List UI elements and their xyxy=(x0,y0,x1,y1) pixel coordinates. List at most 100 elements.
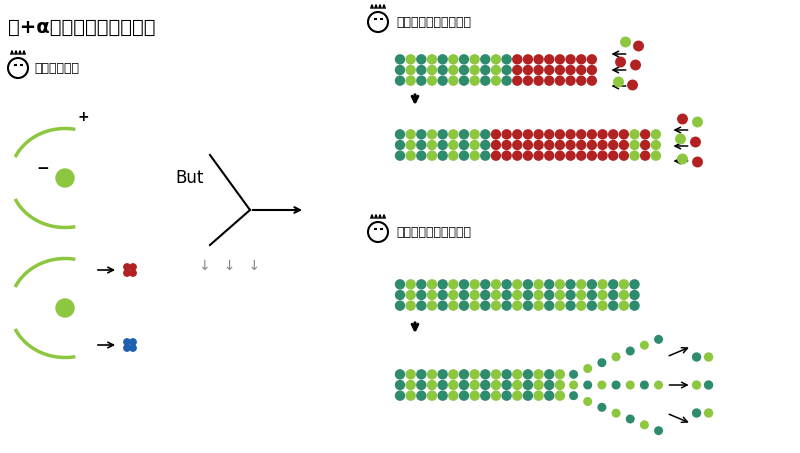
Circle shape xyxy=(544,54,554,64)
Circle shape xyxy=(512,150,522,161)
Circle shape xyxy=(426,129,437,140)
Circle shape xyxy=(490,369,501,380)
Circle shape xyxy=(598,403,606,412)
Circle shape xyxy=(448,150,458,161)
Circle shape xyxy=(608,140,618,150)
Circle shape xyxy=(693,381,701,389)
Circle shape xyxy=(630,140,640,150)
Circle shape xyxy=(426,54,437,64)
Circle shape xyxy=(416,380,426,390)
Circle shape xyxy=(458,390,469,401)
Circle shape xyxy=(640,381,649,390)
Circle shape xyxy=(438,300,448,311)
Circle shape xyxy=(394,380,405,390)
Circle shape xyxy=(502,150,512,161)
Circle shape xyxy=(416,54,426,64)
Circle shape xyxy=(438,279,448,289)
Circle shape xyxy=(406,369,416,380)
Circle shape xyxy=(522,76,533,86)
Circle shape xyxy=(490,380,501,390)
Circle shape xyxy=(130,270,136,276)
Circle shape xyxy=(576,290,586,300)
Circle shape xyxy=(534,65,544,75)
Circle shape xyxy=(576,65,586,75)
Circle shape xyxy=(394,129,405,140)
Circle shape xyxy=(480,76,490,86)
Circle shape xyxy=(522,380,533,390)
Circle shape xyxy=(654,381,663,390)
Text: 《短縮していくとき》: 《短縮していくとき》 xyxy=(396,226,471,239)
Circle shape xyxy=(630,279,640,289)
Circle shape xyxy=(448,390,458,401)
Circle shape xyxy=(630,129,640,140)
Circle shape xyxy=(458,76,469,86)
Circle shape xyxy=(490,279,501,289)
Circle shape xyxy=(566,279,576,289)
Circle shape xyxy=(630,290,640,300)
Circle shape xyxy=(448,65,458,75)
Circle shape xyxy=(705,353,713,361)
Circle shape xyxy=(640,150,650,161)
Circle shape xyxy=(426,279,437,289)
Circle shape xyxy=(438,150,448,161)
Circle shape xyxy=(56,169,74,187)
Circle shape xyxy=(426,140,437,150)
Circle shape xyxy=(416,129,426,140)
Circle shape xyxy=(534,300,544,311)
Circle shape xyxy=(598,140,608,150)
Circle shape xyxy=(394,300,405,311)
Circle shape xyxy=(406,290,416,300)
Circle shape xyxy=(598,358,606,367)
Circle shape xyxy=(608,129,618,140)
Circle shape xyxy=(544,369,554,380)
Circle shape xyxy=(544,390,554,401)
Circle shape xyxy=(598,381,606,390)
Text: +: + xyxy=(78,110,90,124)
Circle shape xyxy=(458,65,469,75)
Circle shape xyxy=(490,65,501,75)
Circle shape xyxy=(598,129,608,140)
Circle shape xyxy=(554,129,565,140)
Circle shape xyxy=(416,76,426,86)
Circle shape xyxy=(608,150,618,161)
Circle shape xyxy=(586,129,597,140)
Circle shape xyxy=(512,65,522,75)
Circle shape xyxy=(394,140,405,150)
Circle shape xyxy=(480,65,490,75)
Circle shape xyxy=(406,150,416,161)
Circle shape xyxy=(426,369,437,380)
Circle shape xyxy=(490,140,501,150)
Circle shape xyxy=(512,140,522,150)
Circle shape xyxy=(705,409,713,417)
Circle shape xyxy=(613,77,624,87)
Circle shape xyxy=(512,380,522,390)
Circle shape xyxy=(458,54,469,64)
Circle shape xyxy=(394,390,405,401)
Circle shape xyxy=(502,279,512,289)
Circle shape xyxy=(448,369,458,380)
Circle shape xyxy=(554,290,565,300)
Circle shape xyxy=(502,54,512,64)
Circle shape xyxy=(690,136,701,148)
Circle shape xyxy=(534,76,544,86)
Circle shape xyxy=(512,390,522,401)
Circle shape xyxy=(566,290,576,300)
Circle shape xyxy=(566,300,576,311)
Circle shape xyxy=(611,381,621,390)
Circle shape xyxy=(490,129,501,140)
Circle shape xyxy=(544,65,554,75)
Circle shape xyxy=(130,264,136,270)
Circle shape xyxy=(576,54,586,64)
Circle shape xyxy=(124,264,130,270)
Circle shape xyxy=(502,369,512,380)
Circle shape xyxy=(554,76,565,86)
Circle shape xyxy=(438,390,448,401)
Circle shape xyxy=(406,300,416,311)
Circle shape xyxy=(394,76,405,86)
Circle shape xyxy=(448,140,458,150)
Circle shape xyxy=(470,76,480,86)
Circle shape xyxy=(124,345,130,351)
Circle shape xyxy=(438,65,448,75)
Circle shape xyxy=(522,54,533,64)
Circle shape xyxy=(534,380,544,390)
